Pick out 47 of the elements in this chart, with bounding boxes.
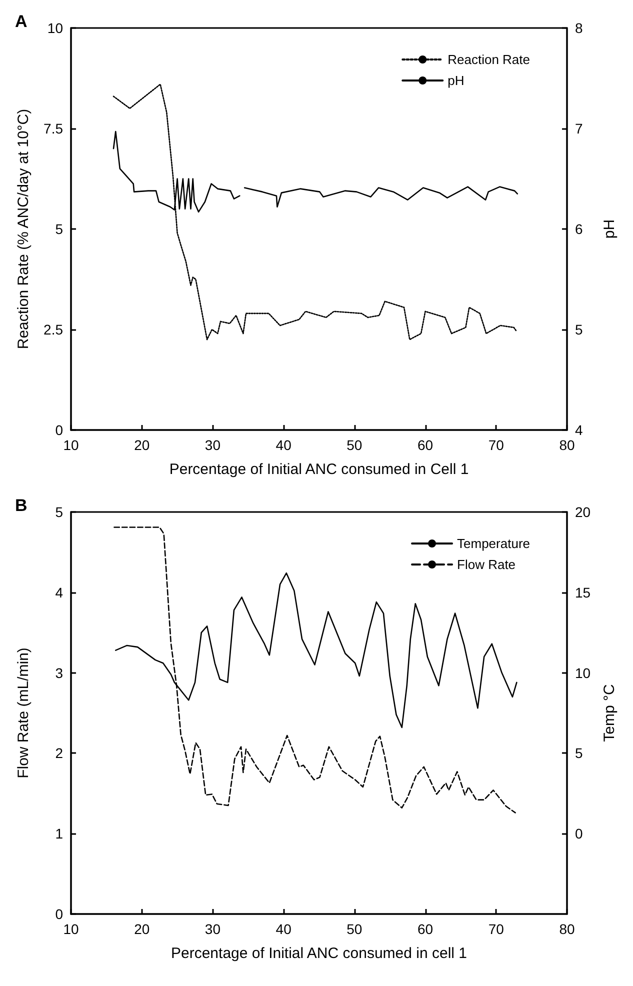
x-tick-label: 70 [488, 921, 504, 937]
y2-tick-label: 8 [575, 20, 583, 36]
y-tick-label: 0 [55, 422, 64, 438]
y-tick-label: 2.5 [44, 322, 64, 338]
y-tick-label: 0 [55, 906, 64, 922]
legend-label: pH [448, 73, 464, 88]
x-tick-label: 30 [204, 437, 221, 453]
y2-axis-title: pH [601, 219, 618, 239]
y-tick-label: 5 [55, 504, 64, 520]
x-tick-label: 60 [417, 921, 434, 937]
y-tick-label: 3 [55, 664, 64, 681]
y2-tick-label: 20 [575, 504, 591, 520]
y-axis-title: Reaction Rate (% ANC/day at 10°C) [15, 108, 32, 350]
y2-axis-title: Temp °C [601, 684, 618, 742]
y2-tick-label: 6 [575, 221, 583, 237]
x-tick-label: 70 [488, 437, 504, 453]
y2-tick-label: 10 [575, 664, 591, 681]
x-axis-title: Percentage of Initial ANC consumed in cell 1 [171, 945, 467, 962]
x-tick-label: 40 [276, 921, 292, 937]
y-tick-label: 2 [55, 745, 64, 762]
legend-label: Reaction Rate [448, 52, 530, 67]
y2-tick-label: 5 [575, 745, 583, 762]
x-tick-label: 20 [134, 437, 150, 453]
x-tick-label: 80 [559, 437, 575, 453]
y-tick-label: 5 [55, 221, 64, 237]
y-tick-label: 1 [55, 826, 64, 842]
chart-title: A [15, 12, 28, 31]
x-tick-label: 50 [346, 921, 362, 937]
x-tick-label: 50 [346, 437, 362, 453]
chart-title: B [15, 496, 28, 515]
y-axis-title: Flow Rate (mL/min) [15, 648, 32, 778]
y-tick-label: 7.5 [44, 120, 64, 136]
y2-tick-label: 15 [575, 584, 591, 600]
x-tick-label: 40 [276, 437, 292, 453]
x-axis-title: Percentage of Initial ANC consumed in Cell 1 [169, 461, 469, 478]
y2-tick-label: 5 [575, 322, 583, 338]
y-tick-label: 4 [55, 584, 64, 600]
x-tick-label: 60 [417, 437, 434, 453]
x-tick-label: 20 [134, 921, 150, 937]
x-tick-label: 80 [559, 921, 575, 937]
y-tick-label: 10 [47, 20, 64, 36]
y2-tick-label: 7 [575, 120, 583, 136]
legend-label: Flow Rate [457, 557, 516, 572]
y2-tick-label: 4 [575, 422, 583, 438]
x-tick-label: 30 [204, 921, 221, 937]
y2-tick-label: 0 [575, 826, 583, 842]
legend-label: Temperature [457, 536, 530, 551]
